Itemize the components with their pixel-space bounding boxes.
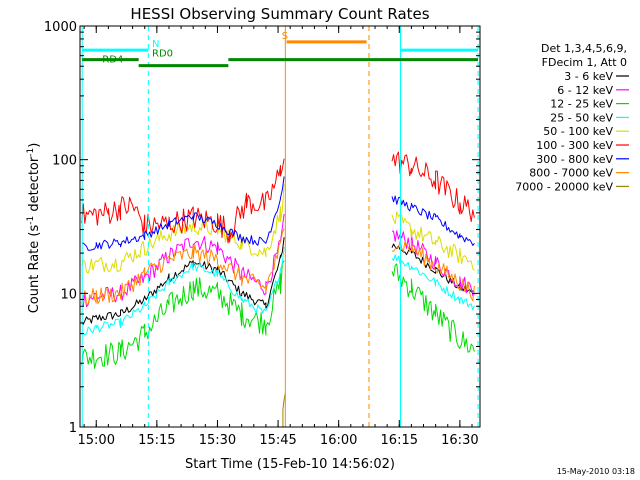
- series-line-3: [81, 247, 475, 335]
- plot-area: N S RD0 RD4: [81, 26, 479, 427]
- series-line-5: [81, 151, 475, 244]
- legend-label-3: 25 - 50 keV: [550, 111, 613, 124]
- series-line-6: [81, 176, 475, 251]
- legend: Det 1,3,4,5,6,9,FDecim 1, Att 03 - 6 keV…: [515, 42, 629, 193]
- flag-label-0: N: [152, 39, 159, 50]
- flag-label-3: RD4: [102, 55, 123, 66]
- x-axis-label: Start Time (15-Feb-10 14:56:02): [185, 457, 395, 472]
- y-tick-label-2: 100: [52, 154, 77, 169]
- y-axis-label-exp2: -1: [26, 148, 36, 157]
- series-line-7: [81, 228, 475, 305]
- legend-label-1: 6 - 12 keV: [557, 84, 613, 97]
- series-line-8: [282, 392, 286, 427]
- legend-label-5: 100 - 300 keV: [536, 139, 613, 152]
- x-tick-label-0: 15:00: [78, 433, 115, 448]
- x-tick-label-4: 16:00: [320, 433, 357, 448]
- flag-label-1: S: [282, 31, 288, 42]
- x-tick-label-1: 15:15: [138, 433, 175, 448]
- series-line-2: [81, 260, 475, 369]
- x-tick-label-6: 16:30: [441, 433, 478, 448]
- legend-header-0: Det 1,3,4,5,6,9,: [541, 42, 627, 55]
- y-axis-label: Count Rate (s-1 detector-1): [26, 143, 42, 314]
- y-tick-label-1: 10: [60, 287, 77, 302]
- series-line-4: [81, 184, 475, 274]
- series-line-0: [81, 237, 475, 325]
- y-axis-label-exp1: -1: [26, 216, 36, 225]
- legend-label-7: 800 - 7000 keV: [529, 167, 613, 180]
- legend-label-8: 7000 - 20000 keV: [515, 180, 613, 193]
- y-axis-label-close: ): [27, 143, 42, 148]
- x-tick-label-3: 15:45: [259, 433, 296, 448]
- axes: 15:00 15:15 15:30 15:45 16:00 16:15 16:30 1 10 10…: [44, 20, 480, 448]
- y-axis-label-text2: detector: [27, 156, 42, 216]
- legend-label-0: 3 - 6 keV: [564, 70, 613, 83]
- legend-label-6: 300 - 800 keV: [536, 153, 613, 166]
- flag-label-2: RD0: [152, 49, 173, 60]
- chart-title: HESSI Observing Summary Count Rates: [130, 5, 429, 23]
- legend-header-1: FDecim 1, Att 0: [542, 56, 627, 69]
- x-tick-label-2: 15:30: [199, 433, 236, 448]
- legend-label-2: 12 - 25 keV: [550, 98, 613, 111]
- x-tick-label-5: 16:15: [381, 433, 418, 448]
- y-tick-label-0: 1: [69, 421, 77, 436]
- plot-frame: [79, 25, 481, 428]
- legend-label-4: 50 - 100 keV: [543, 125, 613, 138]
- timestamp-footer: 15-May-2010 03:18: [557, 467, 635, 476]
- y-axis-label-text: Count Rate (s: [27, 225, 42, 314]
- y-tick-label-3: 1000: [44, 20, 77, 35]
